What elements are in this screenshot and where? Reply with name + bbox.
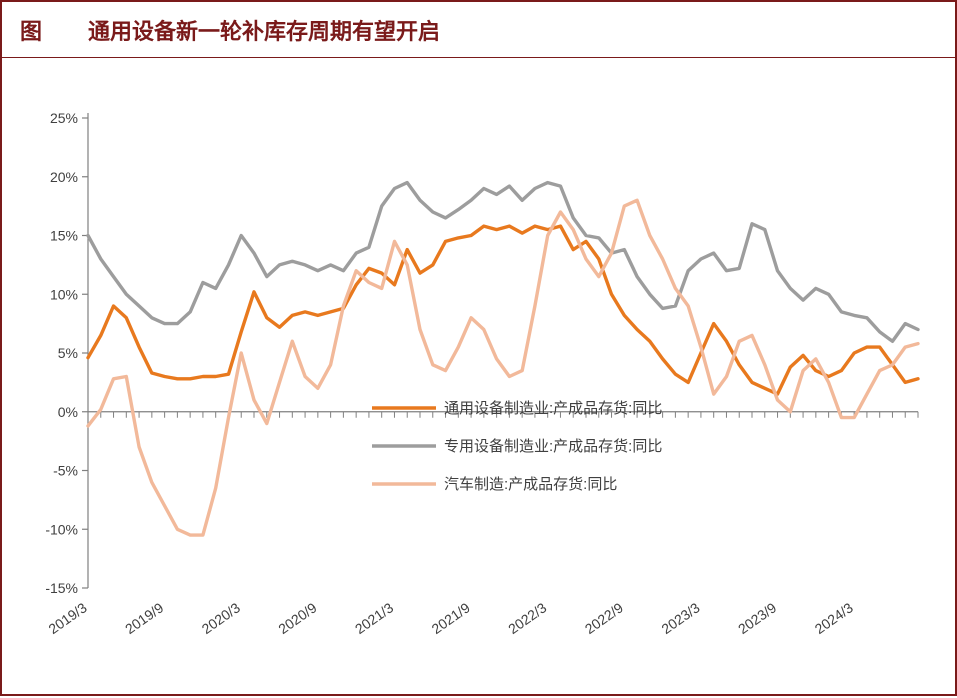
line-chart: -15% -10% -5% 0% 5% 10% 15% 20% 25% 2019/3 2019/9 2…	[2, 58, 957, 698]
x-tick-label: 2021/9	[429, 599, 473, 637]
x-tick-label: 2023/3	[658, 599, 702, 637]
x-tick-label: 2019/3	[45, 599, 89, 637]
legend-label: 专用设备制造业:产成品存货:同比	[444, 438, 662, 455]
y-tick-label: 25%	[50, 110, 78, 126]
chart-header: 图 通用设备新一轮补库存周期有望开启	[2, 2, 955, 58]
header-prefix: 图	[20, 14, 42, 46]
x-tick-label: 2023/9	[735, 599, 779, 637]
y-tick-label: 5%	[58, 345, 78, 361]
y-tick-label: -15%	[45, 580, 78, 596]
y-tick-label: 10%	[50, 286, 78, 302]
x-tick-label: 2020/3	[199, 599, 243, 637]
series-line-special_equipment	[88, 183, 918, 342]
y-tick-label: 0%	[58, 404, 78, 420]
chart-area: -15% -10% -5% 0% 5% 10% 15% 20% 25% 2019/3 2019/9 2…	[2, 58, 955, 694]
legend-label: 汽车制造:产成品存货:同比	[444, 476, 617, 493]
y-tick-label: 20%	[50, 169, 78, 185]
x-tick-label: 2022/3	[505, 599, 549, 637]
legend-label: 通用设备制造业:产成品存货:同比	[444, 400, 662, 417]
x-tick-label: 2024/3	[812, 599, 856, 637]
y-tick-label: 15%	[50, 228, 78, 244]
x-tick-label: 2022/9	[582, 599, 626, 637]
chart-container: 图 通用设备新一轮补库存周期有望开启 -15% -10% -5% 0% 5% 10% 15%…	[0, 0, 957, 696]
x-tick-label: 2019/9	[122, 599, 166, 637]
y-tick-label: -5%	[53, 463, 78, 479]
y-tick-label: -10%	[45, 521, 78, 537]
x-tick-label: 2020/9	[275, 599, 319, 637]
header-title: 通用设备新一轮补库存周期有望开启	[88, 14, 440, 46]
x-tick-label: 2021/3	[352, 599, 396, 637]
